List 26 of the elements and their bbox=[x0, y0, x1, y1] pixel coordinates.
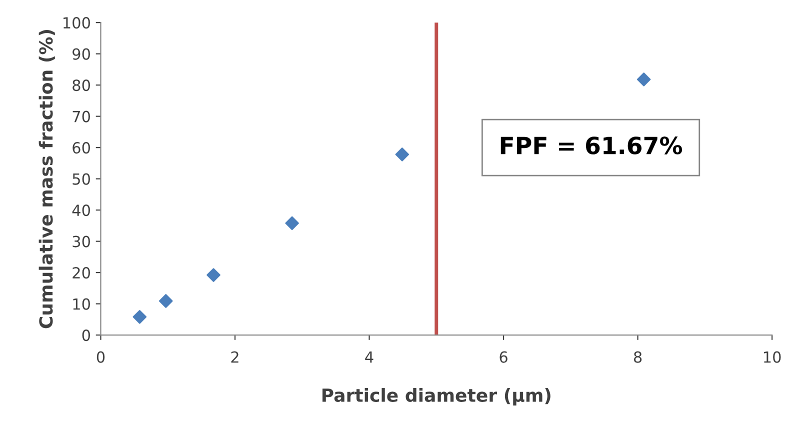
y-tick-label: 0 bbox=[82, 330, 90, 342]
y-tick-label: 10 bbox=[73, 298, 90, 310]
y-tick-label: 30 bbox=[72, 236, 90, 248]
x-tick-label: 8 bbox=[634, 351, 642, 363]
y-tick-label: 90 bbox=[72, 48, 90, 60]
point bbox=[132, 310, 147, 324]
y-tick-label: 70 bbox=[72, 110, 90, 122]
point bbox=[158, 294, 173, 308]
point bbox=[206, 268, 220, 282]
x-tick-label: 10 bbox=[764, 351, 781, 363]
y-tick-label: 20 bbox=[72, 267, 90, 279]
y-tick-label: 40 bbox=[72, 204, 90, 216]
y-tick-label: 50 bbox=[72, 173, 90, 185]
point bbox=[285, 216, 299, 230]
annotation: FPF = 61.67% bbox=[500, 136, 682, 154]
y-tick-label: 80 bbox=[72, 80, 90, 92]
x-axis-title: Particle diameter (µm) bbox=[322, 388, 550, 406]
x-tick-label: 6 bbox=[500, 351, 508, 363]
y-axis-title: Cumulative mass fraction (%) bbox=[38, 30, 55, 328]
x-tick-label: 2 bbox=[231, 351, 238, 363]
x-tick-label: 4 bbox=[365, 351, 374, 363]
y-tick-label: 100 bbox=[64, 17, 90, 29]
y-tick-label: 60 bbox=[72, 142, 90, 154]
point bbox=[636, 72, 651, 86]
x-tick-label: 0 bbox=[96, 351, 105, 363]
point bbox=[395, 148, 410, 162]
